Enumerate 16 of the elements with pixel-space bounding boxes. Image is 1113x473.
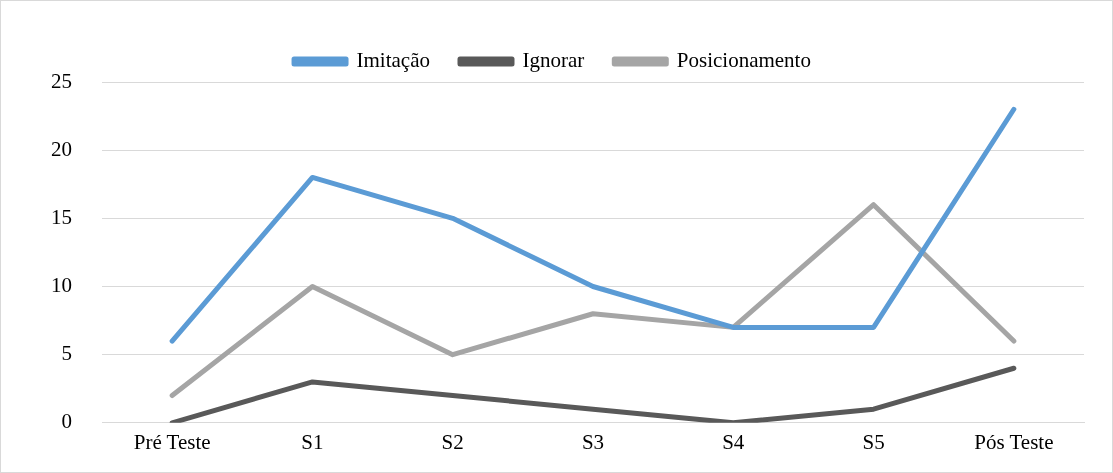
legend-label: Ignorar — [522, 48, 585, 73]
x-tick-label: S4 — [722, 429, 745, 454]
y-tick-label: 15 — [51, 204, 72, 229]
x-tick-label: Pós Teste — [974, 429, 1054, 454]
x-tick-label: Pré Teste — [133, 429, 211, 454]
legend-label: Posicionamento — [676, 48, 811, 73]
y-tick-label: 20 — [51, 136, 72, 161]
y-tick-label: 0 — [61, 409, 72, 434]
x-tick-label: S5 — [862, 429, 885, 454]
x-tick-label: S2 — [441, 429, 464, 454]
legend-label: Imitação — [356, 48, 431, 73]
y-tick-label: 25 — [51, 68, 72, 93]
y-tick-label: 10 — [51, 273, 72, 297]
x-tick-label: S1 — [301, 429, 324, 454]
x-tick-label: S3 — [581, 429, 605, 454]
y-tick-label: 5 — [61, 341, 72, 366]
